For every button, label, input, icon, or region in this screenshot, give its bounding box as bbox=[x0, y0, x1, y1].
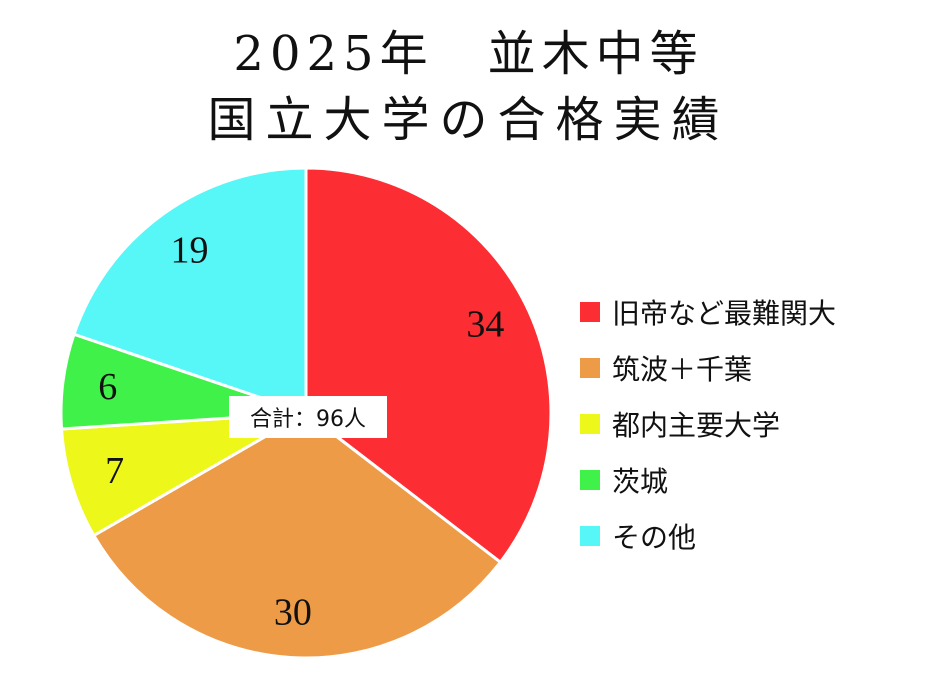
legend-item-3: 茨城 bbox=[580, 452, 836, 508]
slice-value-label-3: 6 bbox=[98, 366, 117, 408]
total-label: 合計：96人 bbox=[229, 396, 387, 438]
chart-title-line1: 2025年 並木中等 bbox=[233, 26, 704, 82]
legend-item-4: その他 bbox=[580, 508, 836, 564]
slice-value-label-4: 19 bbox=[171, 229, 209, 271]
slice-value-label-2: 7 bbox=[105, 450, 124, 492]
legend-item-1: 筑波＋千葉 bbox=[580, 340, 836, 396]
legend-swatch-2 bbox=[580, 414, 600, 434]
legend-label-3: 茨城 bbox=[612, 465, 669, 498]
legend-label-1: 筑波＋千葉 bbox=[612, 353, 753, 386]
pie-slice-1 bbox=[91, 411, 503, 660]
legend-item-0: 旧帝など最難関大 bbox=[580, 284, 836, 340]
legend: 旧帝など最難関大 筑波＋千葉 都内主要大学 茨城 その他 bbox=[580, 284, 836, 564]
pie-slice-0 bbox=[304, 166, 553, 565]
legend-item-2: 都内主要大学 bbox=[580, 396, 836, 452]
pie-slice-4 bbox=[72, 166, 308, 416]
pie-slice-2 bbox=[59, 411, 307, 538]
legend-label-2: 都内主要大学 bbox=[612, 409, 781, 442]
legend-swatch-4 bbox=[580, 526, 600, 546]
legend-label-4: その他 bbox=[612, 521, 697, 554]
legend-swatch-3 bbox=[580, 470, 600, 490]
legend-swatch-0 bbox=[580, 302, 600, 322]
legend-swatch-1 bbox=[580, 358, 600, 378]
chart-title-line2: 国立大学の合格実績 bbox=[207, 92, 730, 148]
slice-value-label-0: 34 bbox=[466, 304, 504, 346]
slice-value-label-1: 30 bbox=[274, 592, 312, 634]
legend-label-0: 旧帝など最難関大 bbox=[612, 297, 837, 330]
